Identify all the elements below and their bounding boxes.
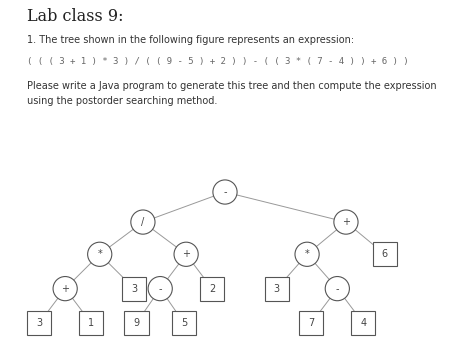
Text: 1: 1 (88, 318, 94, 328)
Ellipse shape (174, 242, 198, 266)
Text: using the postorder searching method.: using the postorder searching method. (27, 96, 217, 106)
Text: +: + (61, 284, 69, 294)
Text: 3: 3 (274, 284, 280, 294)
Ellipse shape (131, 210, 155, 234)
Bar (373, 242, 397, 266)
Text: +: + (182, 249, 190, 259)
Text: -: - (223, 187, 227, 197)
Ellipse shape (88, 242, 112, 266)
Bar (79, 311, 103, 335)
Text: Please write a Java program to generate this tree and then compute the expressio: Please write a Java program to generate … (27, 81, 436, 91)
Text: 1. The tree shown in the following figure represents an expression:: 1. The tree shown in the following figur… (27, 35, 354, 46)
Bar (122, 276, 146, 301)
Bar (299, 311, 324, 335)
Text: 5: 5 (181, 318, 187, 328)
Text: 9: 9 (133, 318, 140, 328)
Text: 2: 2 (209, 284, 215, 294)
Bar (172, 311, 196, 335)
Bar (27, 311, 51, 335)
Text: 3: 3 (131, 284, 137, 294)
Bar (124, 311, 148, 335)
Ellipse shape (213, 180, 237, 204)
Text: 3: 3 (36, 318, 42, 328)
Text: 6: 6 (382, 249, 388, 259)
Text: -: - (158, 284, 162, 294)
Bar (351, 311, 375, 335)
Ellipse shape (334, 210, 358, 234)
Text: /: / (141, 217, 144, 227)
Text: 4: 4 (360, 318, 366, 328)
Text: ( ( ( 3 + 1 ) * 3 ) / ( ( 9 - 5 ) + 2 ) ) - ( ( 3 * ( 7 - 4 ) ) + 6 ) ): ( ( ( 3 + 1 ) * 3 ) / ( ( 9 - 5 ) + 2 ) … (27, 57, 409, 67)
Text: -: - (336, 284, 339, 294)
Ellipse shape (295, 242, 319, 266)
Bar (265, 276, 289, 301)
Ellipse shape (325, 276, 349, 301)
Text: +: + (342, 217, 350, 227)
Bar (200, 276, 224, 301)
Text: *: * (305, 249, 310, 259)
Ellipse shape (148, 276, 172, 301)
Text: Lab class 9:: Lab class 9: (27, 8, 123, 25)
Text: 7: 7 (308, 318, 315, 328)
Ellipse shape (53, 276, 77, 301)
Text: *: * (97, 249, 102, 259)
